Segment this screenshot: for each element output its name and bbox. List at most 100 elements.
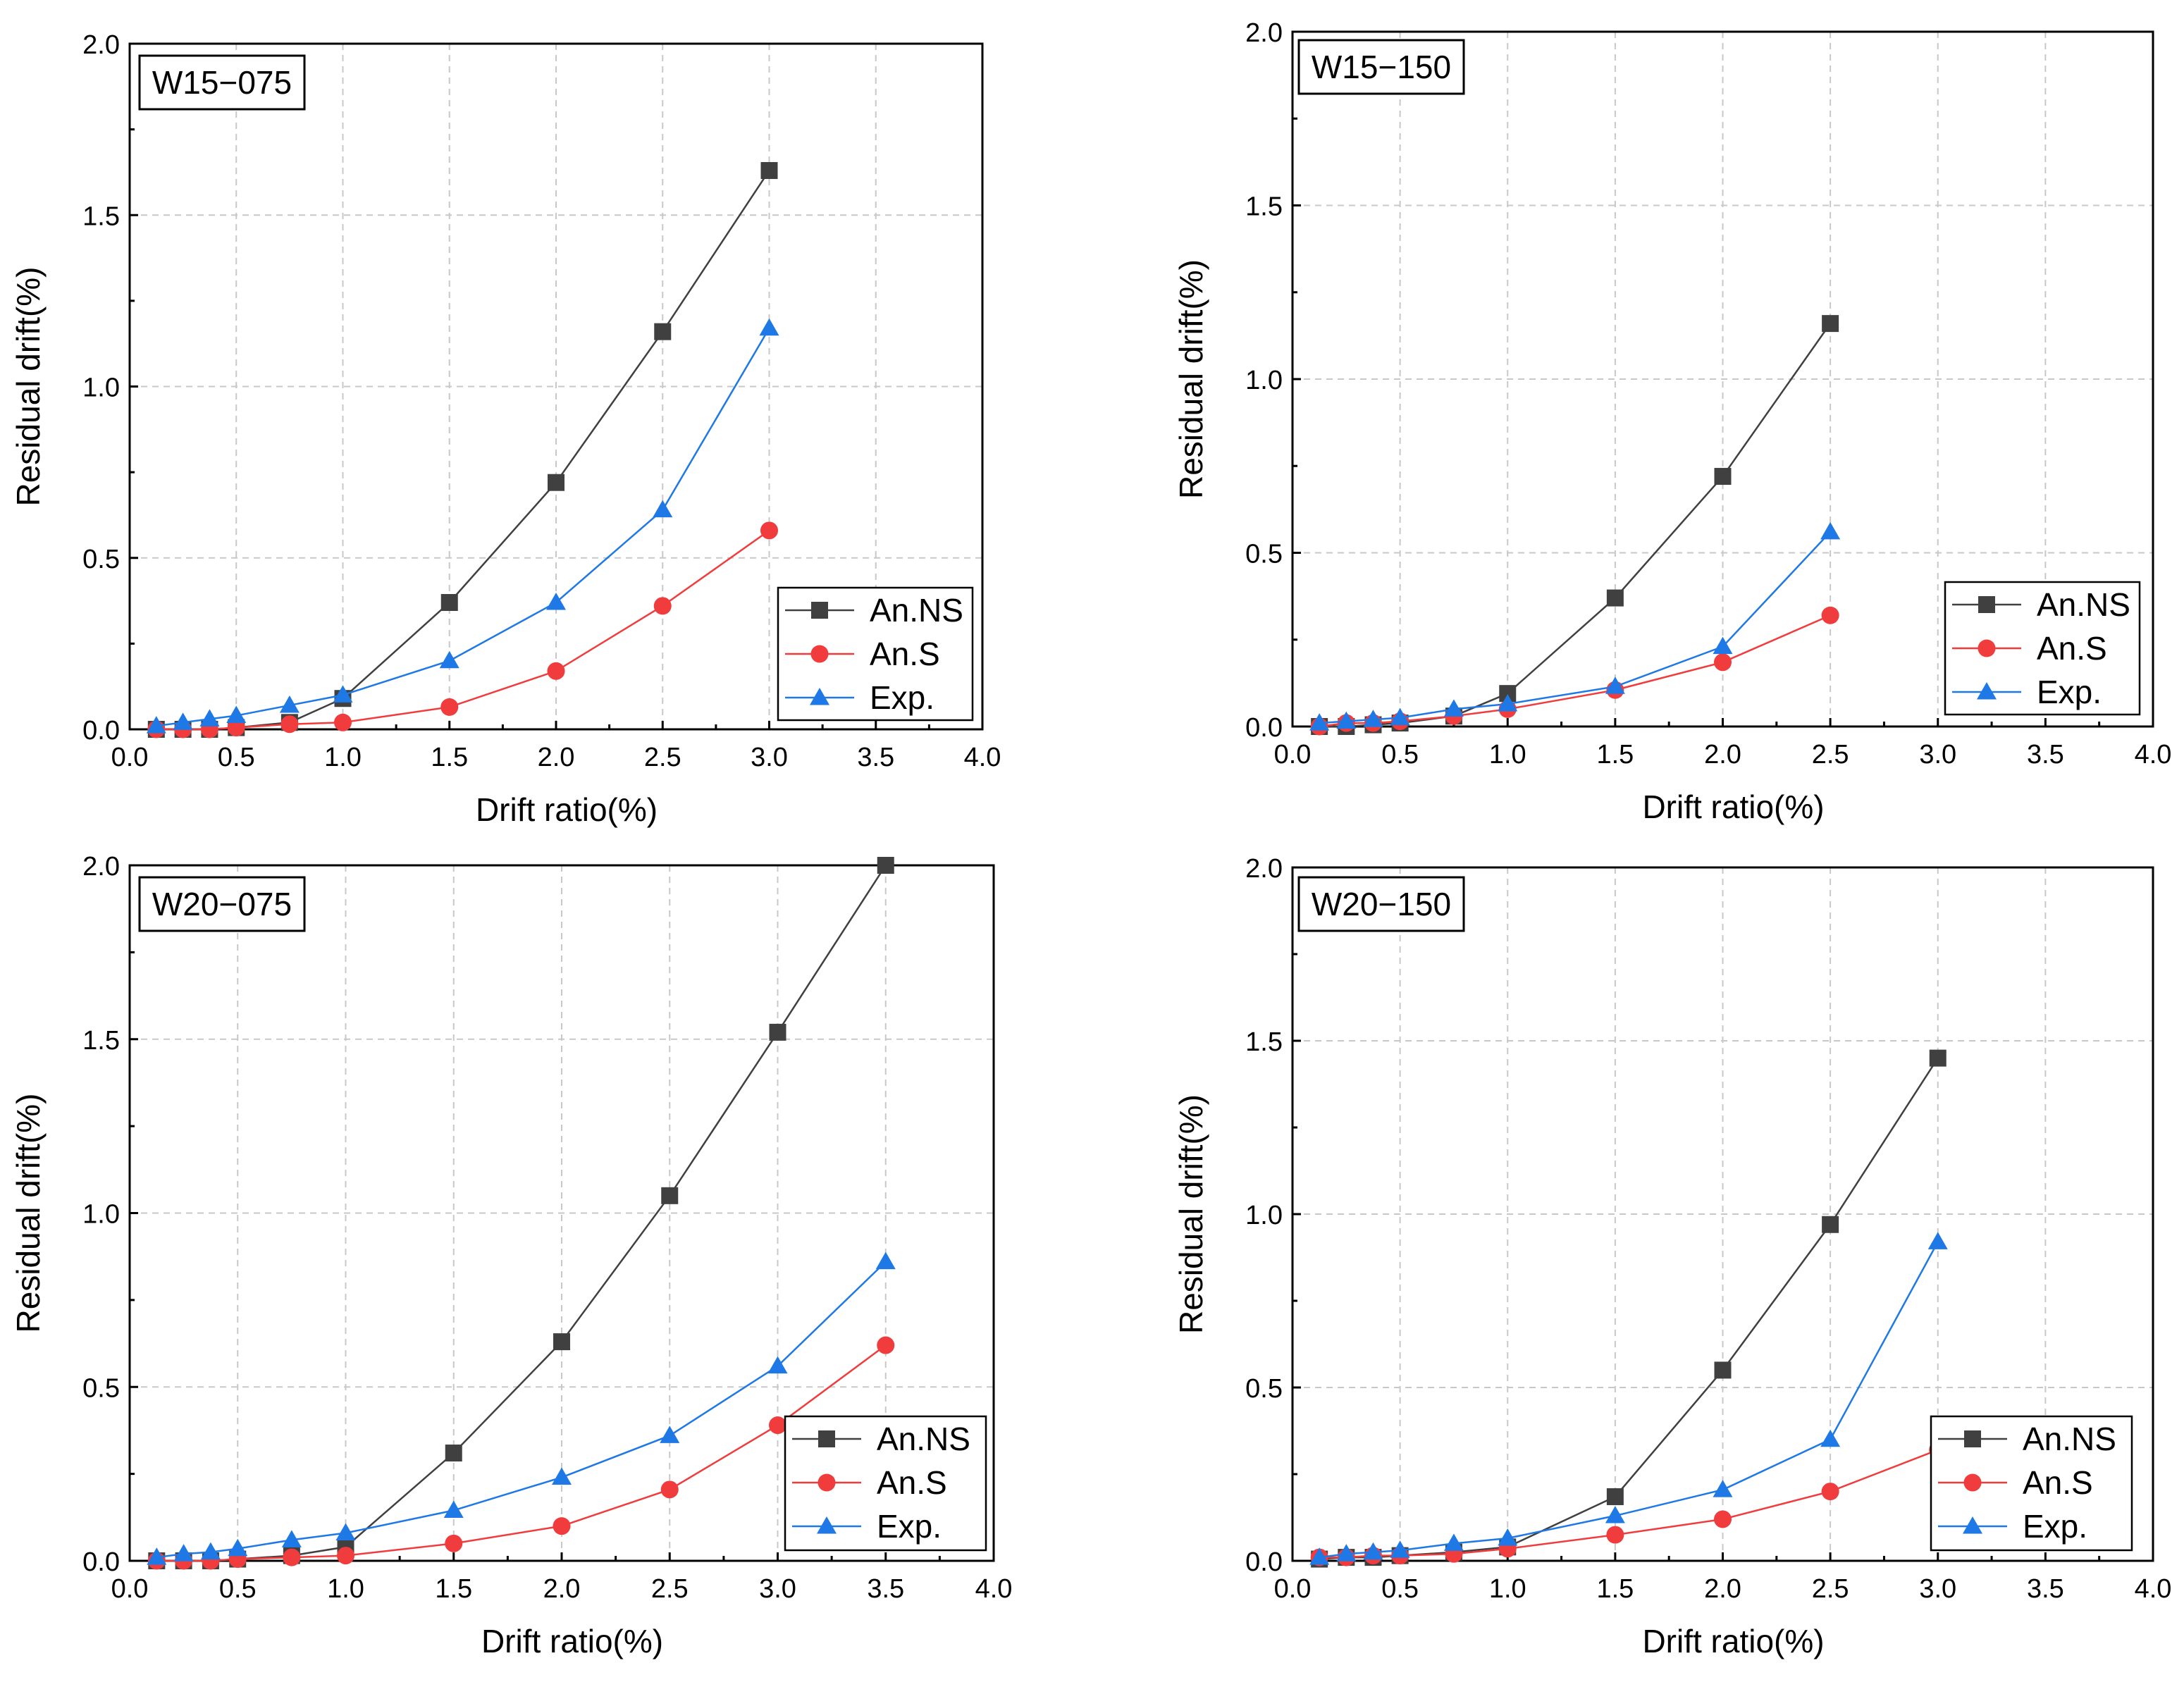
legend-label: An.NS xyxy=(877,1421,970,1457)
data-point xyxy=(1714,468,1732,486)
legend: An.NS An.S Exp. xyxy=(1930,1415,2133,1552)
data-point xyxy=(440,698,459,716)
data-point xyxy=(760,162,778,180)
legend-label: Exp. xyxy=(877,1508,942,1545)
data-point xyxy=(200,1542,221,1560)
x-tick-label: 2.0 xyxy=(1704,1574,1741,1604)
x-tick-label: 0.5 xyxy=(218,743,255,772)
data-point xyxy=(1443,1533,1464,1551)
y-tick-label: 0.5 xyxy=(82,545,120,574)
data-point xyxy=(653,500,673,518)
data-point xyxy=(1822,1216,1839,1233)
panel-label-box xyxy=(138,876,306,932)
x-axis-label: Drift ratio(%) xyxy=(481,1623,663,1659)
series-line xyxy=(156,529,770,731)
x-tick-label: 2.5 xyxy=(651,1574,689,1604)
data-point xyxy=(1363,1542,1383,1560)
data-point xyxy=(146,716,166,734)
data-point xyxy=(1714,653,1732,672)
data-point xyxy=(443,1500,464,1518)
data-point xyxy=(226,705,247,724)
x-tick-label: 3.0 xyxy=(751,743,788,772)
series-line xyxy=(1319,531,1832,724)
x-tick-label: 3.5 xyxy=(2027,1574,2064,1604)
data-point xyxy=(281,1530,302,1547)
legend-label: An.NS xyxy=(2037,586,2130,623)
legend-marker xyxy=(1964,1430,1981,1447)
x-tick-label: 2.0 xyxy=(538,743,575,772)
data-point xyxy=(173,712,193,730)
x-tick-label: 2.5 xyxy=(644,743,681,772)
data-point xyxy=(173,1544,194,1562)
data-point xyxy=(759,318,779,336)
series-ans xyxy=(1310,606,1839,736)
data-point xyxy=(1309,713,1330,731)
y-tick-label: 0.0 xyxy=(82,716,120,746)
y-tick-label: 0.0 xyxy=(1245,1547,1283,1577)
data-point xyxy=(147,1547,167,1565)
x-tick-label: 0.0 xyxy=(1274,740,1312,769)
data-point xyxy=(877,1336,895,1354)
data-point xyxy=(654,323,672,340)
data-point xyxy=(333,685,353,703)
chart-panel-1: 0.0 0.5 1.0 1.5 2.0 2.5 3.0 3.5 4.0 0.0 0.5 1.0 1.5 2… xyxy=(10,30,1001,828)
y-axis-label: Residual drift(%) xyxy=(10,1094,47,1333)
data-point xyxy=(280,715,299,734)
x-tick-label: 2.0 xyxy=(1704,740,1741,769)
y-tick-label: 0.0 xyxy=(82,1547,120,1577)
legend: An.NS An.S Exp. xyxy=(777,586,974,722)
data-point xyxy=(546,592,566,610)
x-tick-label: 4.0 xyxy=(2135,740,2172,769)
data-point xyxy=(335,1523,356,1541)
data-point xyxy=(660,1426,680,1443)
data-point xyxy=(283,1548,301,1566)
legend-marker xyxy=(1978,596,1995,613)
series-line xyxy=(156,170,770,731)
panel-label-box xyxy=(138,54,306,111)
data-point xyxy=(553,1517,571,1535)
x-axis-label: Drift ratio(%) xyxy=(1642,789,1824,825)
data-point xyxy=(1606,1526,1624,1544)
panel-label: W20−150 xyxy=(1312,886,1451,922)
data-point xyxy=(660,1480,679,1499)
data-point xyxy=(1927,1232,1948,1249)
legend: An.NS An.S Exp. xyxy=(1944,581,2141,716)
legend-label: An.S xyxy=(870,636,940,672)
x-tick-label: 1.0 xyxy=(1489,1574,1526,1604)
data-point xyxy=(1336,711,1357,729)
y-tick-label: 1.0 xyxy=(1245,366,1283,395)
data-point xyxy=(228,1538,248,1557)
x-tick-label: 0.5 xyxy=(1381,740,1419,769)
legend-marker xyxy=(818,1473,836,1492)
legend-label: An.S xyxy=(877,1464,947,1501)
data-point xyxy=(279,695,300,713)
data-point xyxy=(760,521,778,540)
data-point xyxy=(1714,1361,1732,1379)
chart-panel-2: 0.0 0.5 1.0 1.5 2.0 2.5 3.0 3.5 4.0 0.0 0.5 1.0 1.5 2… xyxy=(1173,18,2171,825)
x-tick-label: 1.0 xyxy=(1489,740,1526,769)
series-line xyxy=(1319,323,1832,728)
series-line xyxy=(1319,1057,1939,1560)
x-tick-label: 0.5 xyxy=(1381,1574,1419,1604)
panel-label: W15−150 xyxy=(1312,49,1451,85)
x-tick-label: 3.5 xyxy=(857,743,894,772)
data-point xyxy=(1820,1429,1841,1447)
legend-label: Exp. xyxy=(2037,674,2102,710)
x-axis-label: Drift ratio(%) xyxy=(476,791,658,828)
series-ans xyxy=(147,521,778,738)
data-point xyxy=(1606,589,1624,607)
y-axis-label: Residual drift(%) xyxy=(1173,259,1209,499)
panel-label-box xyxy=(1297,876,1465,932)
series-ans xyxy=(147,1336,895,1570)
data-point xyxy=(875,1251,896,1270)
y-tick-label: 0.5 xyxy=(1245,540,1283,569)
series-anns xyxy=(147,162,778,738)
x-tick-label: 0.0 xyxy=(111,743,149,772)
series-line xyxy=(156,328,770,727)
data-point xyxy=(552,1467,572,1485)
x-tick-label: 1.0 xyxy=(324,743,362,772)
x-tick-label: 3.5 xyxy=(2027,740,2064,769)
panel-label: W15−075 xyxy=(152,64,292,101)
x-tick-label: 2.5 xyxy=(1812,740,1849,769)
data-point xyxy=(553,1333,570,1351)
